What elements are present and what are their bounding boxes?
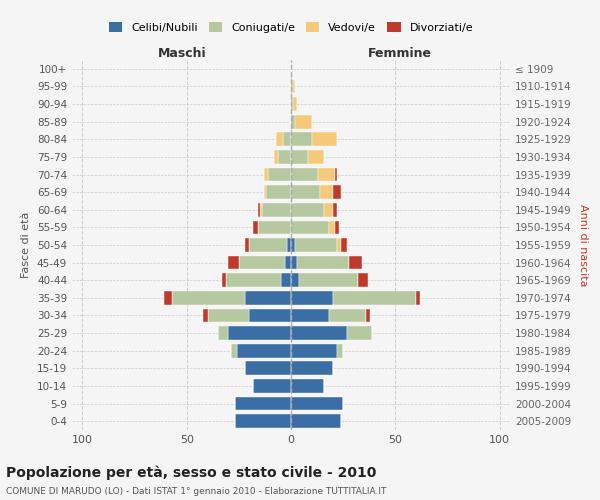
Bar — [164, 291, 172, 304]
Bar — [274, 150, 278, 164]
Bar — [260, 203, 262, 216]
Text: Femmine: Femmine — [367, 47, 431, 60]
Text: Maschi: Maschi — [158, 47, 207, 60]
Bar — [318, 168, 335, 181]
Bar — [249, 238, 287, 252]
Y-axis label: Fasce di età: Fasce di età — [22, 212, 31, 278]
Bar — [278, 150, 291, 164]
Bar — [291, 150, 308, 164]
Bar — [366, 308, 370, 322]
Bar — [253, 379, 291, 393]
Bar — [262, 203, 291, 216]
Bar — [291, 291, 333, 304]
Bar — [299, 274, 358, 287]
Bar — [283, 132, 291, 146]
Bar — [291, 238, 295, 252]
Bar — [291, 274, 299, 287]
Bar — [337, 344, 343, 358]
Bar — [235, 414, 291, 428]
Bar — [291, 115, 295, 128]
Bar — [257, 220, 291, 234]
Bar — [416, 291, 421, 304]
Bar — [337, 238, 341, 252]
Bar — [264, 168, 268, 181]
Bar — [329, 308, 366, 322]
Bar — [291, 168, 318, 181]
Bar — [333, 203, 337, 216]
Bar — [237, 344, 291, 358]
Bar — [291, 186, 320, 199]
Bar — [245, 291, 291, 304]
Bar — [291, 308, 329, 322]
Bar — [291, 220, 329, 234]
Bar — [358, 274, 368, 287]
Bar — [218, 326, 229, 340]
Bar — [230, 344, 237, 358]
Bar — [291, 362, 333, 375]
Bar — [295, 238, 337, 252]
Bar — [203, 308, 208, 322]
Bar — [308, 150, 325, 164]
Text: COMUNE DI MARUDO (LO) - Dati ISTAT 1° gennaio 2010 - Elaborazione TUTTITALIA.IT: COMUNE DI MARUDO (LO) - Dati ISTAT 1° ge… — [6, 488, 386, 496]
Bar — [291, 344, 337, 358]
Bar — [257, 203, 260, 216]
Bar — [291, 379, 325, 393]
Bar — [208, 308, 249, 322]
Bar — [245, 362, 291, 375]
Bar — [222, 274, 226, 287]
Bar — [229, 326, 291, 340]
Bar — [325, 203, 333, 216]
Bar — [320, 186, 333, 199]
Bar — [226, 274, 281, 287]
Bar — [293, 97, 297, 111]
Bar — [229, 256, 239, 270]
Bar — [347, 326, 373, 340]
Bar — [291, 203, 325, 216]
Bar — [235, 396, 291, 410]
Bar — [312, 132, 337, 146]
Bar — [293, 80, 295, 94]
Bar — [295, 115, 312, 128]
Legend: Celibi/Nubili, Coniugati/e, Vedovi/e, Divorziati/e: Celibi/Nubili, Coniugati/e, Vedovi/e, Di… — [104, 18, 478, 37]
Bar — [277, 132, 283, 146]
Bar — [253, 220, 257, 234]
Bar — [287, 238, 291, 252]
Bar — [291, 396, 343, 410]
Bar — [291, 97, 293, 111]
Bar — [172, 291, 245, 304]
Bar — [291, 414, 341, 428]
Bar — [264, 186, 266, 199]
Text: Popolazione per età, sesso e stato civile - 2010: Popolazione per età, sesso e stato civil… — [6, 465, 376, 479]
Bar — [349, 256, 362, 270]
Bar — [329, 220, 335, 234]
Bar — [249, 308, 291, 322]
Bar — [285, 256, 291, 270]
Bar — [291, 256, 297, 270]
Bar — [333, 291, 416, 304]
Bar — [268, 168, 291, 181]
Bar — [335, 168, 337, 181]
Bar — [266, 186, 291, 199]
Y-axis label: Anni di nascita: Anni di nascita — [578, 204, 588, 286]
Bar — [291, 326, 347, 340]
Bar — [335, 220, 339, 234]
Bar — [281, 274, 291, 287]
Bar — [291, 132, 312, 146]
Bar — [245, 238, 249, 252]
Bar — [333, 186, 341, 199]
Bar — [291, 80, 293, 94]
Bar — [341, 238, 347, 252]
Bar — [297, 256, 349, 270]
Bar — [239, 256, 285, 270]
